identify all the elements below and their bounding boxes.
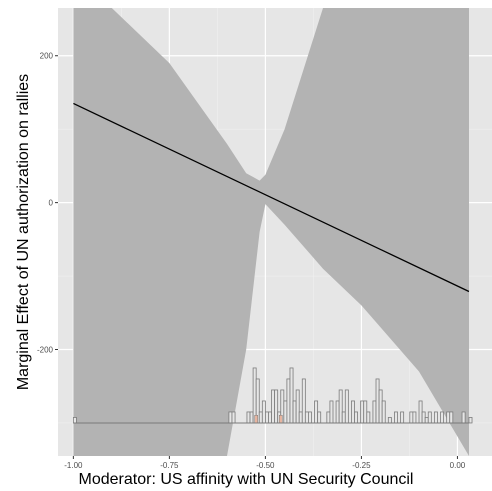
- histogram-bar: [261, 400, 266, 424]
- histogram-bar: [400, 411, 405, 424]
- confidence-band: [73, 8, 470, 456]
- histogram-bar: [271, 389, 276, 424]
- histogram-bar: [289, 367, 294, 424]
- histogram-bar: [317, 411, 322, 424]
- histogram-bar: [433, 411, 438, 424]
- histogram-bar: [344, 389, 349, 424]
- histogram-bar: [246, 411, 251, 424]
- x-tick-label: -0.75: [160, 461, 179, 470]
- marginal-effect-line: [73, 102, 470, 293]
- histogram-bar: [268, 411, 272, 424]
- histogram-bar: [354, 411, 358, 424]
- histogram-bar: [427, 411, 432, 424]
- histogram-bar: [375, 378, 380, 424]
- histogram-bar: [228, 411, 233, 424]
- histogram-bar: [274, 389, 279, 424]
- x-tick-label: -0.25: [352, 461, 371, 470]
- histogram-bar: [409, 411, 414, 424]
- histogram-bar: [335, 400, 340, 424]
- y-axis: -200 0 200: [37, 52, 58, 355]
- histogram-bar: [308, 411, 312, 424]
- histogram-bar: [252, 367, 257, 424]
- y-tick-label: -200: [37, 346, 54, 355]
- histogram-bar: [231, 411, 236, 424]
- histogram-bar: [283, 400, 288, 424]
- histogram-bar: [298, 411, 303, 424]
- x-axis: -1.00 -0.75 -0.50 -0.25 0.00: [64, 456, 466, 470]
- histogram-bar: [304, 411, 309, 424]
- histogram-bar: [341, 411, 346, 424]
- histogram-bar: [351, 400, 355, 424]
- histogram-bar: [449, 411, 454, 424]
- histogram-bar: [446, 411, 451, 424]
- histogram-bar: [363, 400, 368, 424]
- y-axis-label-text: Marginal Effect of UN authorization on r…: [15, 73, 32, 391]
- histogram-bar: [258, 411, 263, 424]
- histogram-bar: [329, 400, 334, 424]
- histogram-bar: [424, 417, 429, 424]
- histogram-bar-highlighted: [278, 415, 283, 424]
- y-tick-label: 0: [49, 199, 54, 208]
- x-axis-label: Moderator: US affinity with UN Security …: [78, 471, 414, 488]
- histogram-bar: [421, 411, 426, 424]
- histogram-bar: [366, 411, 371, 424]
- y-tick-label: 200: [40, 52, 54, 61]
- histogram-bar-highlighted: [254, 415, 258, 424]
- histogram-bar: [338, 389, 343, 424]
- histogram-bar: [249, 411, 254, 424]
- x-tick-label: -0.50: [256, 461, 275, 470]
- histogram-bar: [387, 417, 392, 424]
- histogram-bar: [295, 389, 300, 424]
- histogram-bar: [418, 400, 423, 424]
- histogram-bar: [72, 417, 77, 424]
- histogram-bar: [314, 400, 319, 424]
- x-tick-label: -1.00: [64, 461, 83, 470]
- histogram-bar: [326, 411, 331, 424]
- histogram-bar: [360, 400, 365, 424]
- histogram-bar: [394, 411, 398, 424]
- histogram-bar: [292, 400, 297, 424]
- histogram-bar: [381, 400, 386, 424]
- x-tick-label: 0.00: [450, 461, 466, 470]
- histogram-bar: [301, 378, 306, 424]
- histogram-bar: [468, 417, 473, 424]
- histogram-bar: [440, 411, 445, 424]
- histogram-bar: [378, 389, 383, 424]
- histogram-bar: [461, 411, 466, 424]
- histogram-bar: [264, 411, 269, 424]
- histogram-bar: [372, 400, 377, 424]
- histogram-bar: [412, 411, 417, 424]
- histogram-bar: [286, 378, 291, 424]
